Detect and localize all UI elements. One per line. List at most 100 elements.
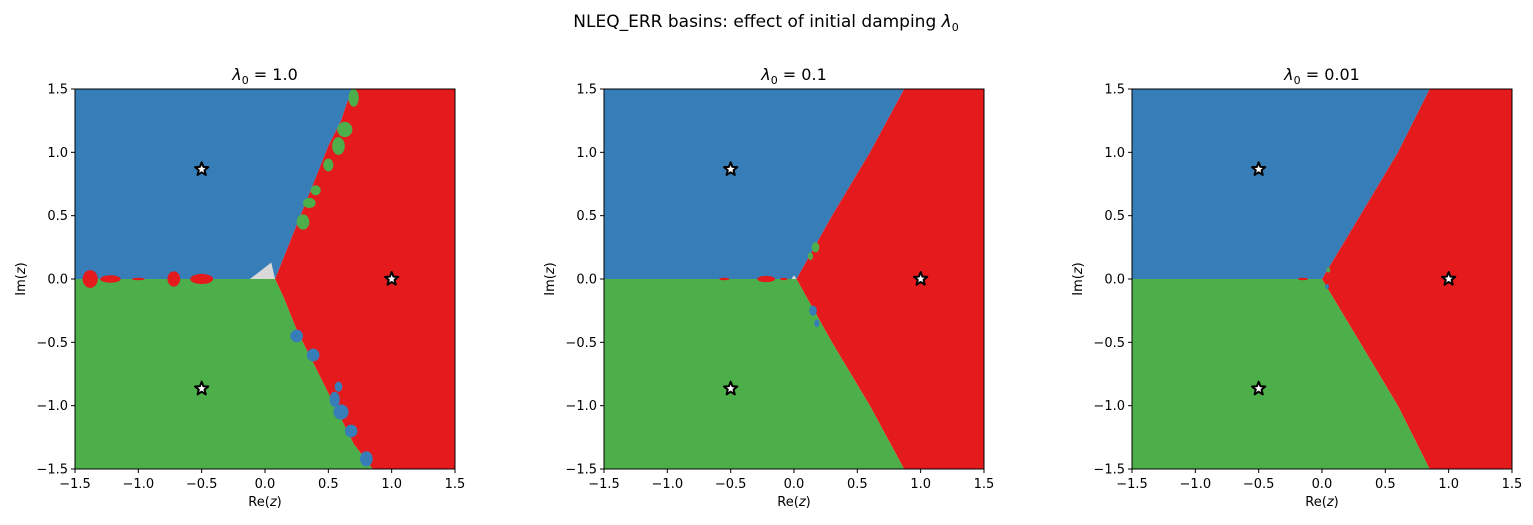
basin-fragment [811,242,820,253]
basin-fragment [333,404,349,420]
x-tick-label: −0.5 [186,477,218,492]
x-tick-label: 1.5 [974,477,995,492]
y-tick-label: 1.5 [1104,83,1125,98]
x-tick-label: 0.0 [255,477,276,492]
y-tick-label: −1.0 [36,399,68,414]
y-tick-label: −1.0 [1093,399,1125,414]
basin-root-lower [1132,279,1430,469]
y-axis-label: Im(z) [543,262,558,295]
y-tick-label: 0.5 [576,209,597,224]
basin-fragment [1326,267,1331,273]
y-tick-label: 0.5 [47,209,68,224]
basin-panel-3: −1.5 −1.0 −0.5 0.0 0.5 1.0 1.5 1.5 1.0 0.5 0.0 −0.5… [1071,65,1522,510]
x-tick-label: −0.5 [1243,477,1275,492]
basin-root-real [796,89,984,469]
y-tick-label: 0.5 [1104,209,1125,224]
basin-fragment [757,275,776,283]
x-tick-label: 0.5 [1375,477,1396,492]
x-label-prefix: Re( [777,495,799,510]
basin-fragment [290,329,303,343]
x-tick-label: 1.0 [1438,477,1459,492]
basin-root-real [1322,89,1512,469]
x-tick-label: 1.0 [910,477,931,492]
y-label-suffix: ) [1071,262,1086,267]
x-tick-label: −1.5 [59,477,91,492]
basin-root-real [275,89,455,469]
basin-heatmap [604,89,984,469]
x-tick-label: 0.0 [784,477,805,492]
basin-heatmap [75,89,455,469]
root-star-marker [1441,271,1457,286]
x-tick-label: −1.0 [652,477,684,492]
title-symbol: λ [1283,65,1293,84]
title-value: = 0.01 [1301,65,1360,84]
title-symbol: λ [760,65,770,84]
y-tick-label: 0.0 [576,273,597,288]
root-star-marker [723,380,739,396]
title-subscript: 0 [771,74,778,87]
title-value: = 1.0 [249,65,298,84]
x-tick-label: −1.0 [1180,477,1212,492]
basin-fragment [809,305,817,316]
basin-fragment [329,391,340,407]
panel-title: λ0 = 0.1 [760,65,827,87]
x-axis-label: Re(z) [777,495,810,510]
y-tick-label: 1.5 [47,83,68,98]
basin-fragment [323,158,334,172]
basin-fragment [1325,284,1329,290]
y-label-prefix: Im( [1071,274,1086,296]
y-tick-label: 1.0 [576,146,597,161]
basin-fragment [296,214,310,230]
y-tick-label: −0.5 [565,336,597,351]
x-label-prefix: Re( [1305,495,1327,510]
title-subscript: 0 [1294,74,1301,87]
x-label-suffix: ) [277,495,282,510]
y-tick-label: −1.0 [565,399,597,414]
y-label-var: z [543,266,558,275]
title-value: = 0.1 [778,65,827,84]
basin-fragment [348,89,359,107]
y-tick-label: −0.5 [36,336,68,351]
y-axis-label: Im(z) [1071,262,1086,295]
panel-title: λ0 = 0.01 [1283,65,1360,87]
x-label-var: z [269,495,278,510]
basin-fragment [814,319,820,328]
y-tick-label: −0.5 [1093,336,1125,351]
basin-root-upper [1132,89,1430,279]
root-star-marker [723,161,739,176]
y-axis-label: Im(z) [14,262,29,295]
y-label-var: z [14,266,29,275]
x-tick-label: 1.5 [445,477,466,492]
x-axis-label: Re(z) [1305,495,1338,510]
root-star-marker [1251,380,1267,396]
x-tick-label: 1.0 [381,477,402,492]
basin-fragment [780,277,788,281]
y-tick-label: −1.5 [1093,463,1125,478]
x-tick-label: −1.5 [588,477,620,492]
x-label-var: z [798,495,807,510]
basin-heatmap [1132,89,1512,469]
x-label-suffix: ) [1334,495,1339,510]
x-label-prefix: Re( [248,495,270,510]
basin-fragment [807,252,813,260]
root-star-marker [194,380,210,396]
basin-fragment [344,424,358,438]
basin-panel-2: −1.5 −1.0 −0.5 0.0 0.5 1.0 1.5 1.5 1.0 0.5 0.0 −0.5… [543,65,994,510]
x-tick-label: 0.5 [847,477,868,492]
y-tick-label: −1.5 [565,463,597,478]
y-tick-label: 1.0 [47,146,68,161]
basin-fragment [332,137,345,155]
basin-fragment [100,275,121,283]
basin-root-lower [75,279,373,469]
basin-fragment [82,270,98,288]
x-axis-label: Re(z) [248,495,281,510]
basin-fragment [303,197,316,209]
basin-fragment [306,348,320,362]
root-star-marker [1251,161,1267,176]
x-tick-label: −1.5 [1116,477,1148,492]
x-tick-label: 0.5 [318,477,339,492]
x-tick-label: 1.5 [1502,477,1523,492]
figure-title: NLEQ_ERR basins: effect of initial dampi… [573,12,958,34]
non-converged-region [791,275,797,279]
non-converged-region [249,262,276,279]
